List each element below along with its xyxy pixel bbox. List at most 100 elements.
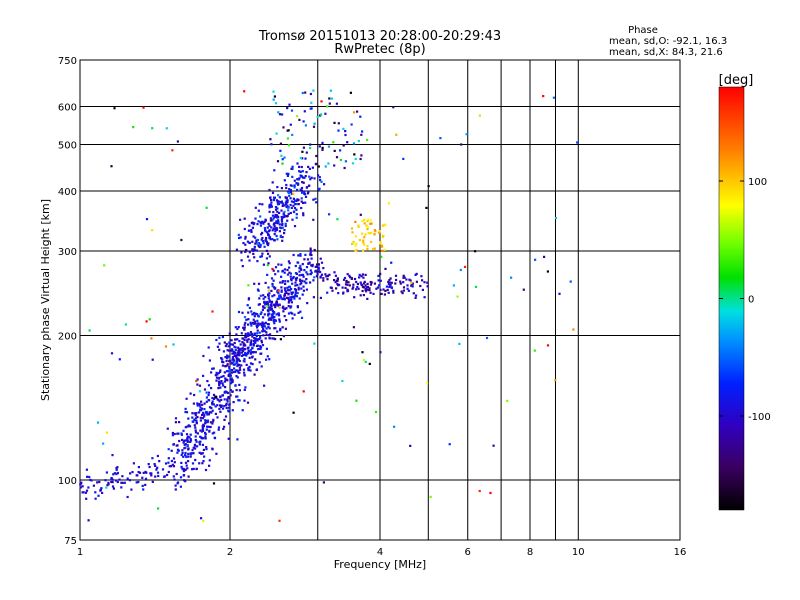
data-point <box>215 379 218 382</box>
data-point <box>214 374 217 377</box>
data-point <box>286 296 289 300</box>
data-point <box>212 418 215 421</box>
data-point <box>395 133 398 136</box>
data-point <box>261 252 264 255</box>
data-point <box>239 236 242 239</box>
data-point <box>258 202 261 206</box>
data-point <box>283 156 286 159</box>
data-point <box>319 296 322 299</box>
data-point <box>297 203 300 206</box>
data-point <box>84 491 88 494</box>
data-point <box>282 307 285 310</box>
data-point <box>255 368 258 371</box>
data-point <box>310 107 313 110</box>
data-point <box>282 213 285 216</box>
data-point <box>294 293 297 296</box>
data-point <box>296 188 299 191</box>
data-point <box>554 216 558 220</box>
data-point <box>361 351 364 354</box>
data-point <box>411 283 414 286</box>
data-point <box>270 318 273 321</box>
data-point <box>263 313 266 316</box>
data-point <box>402 157 405 160</box>
data-point <box>219 410 222 413</box>
data-point <box>281 202 285 205</box>
data-point <box>282 212 285 215</box>
data-point <box>281 222 284 226</box>
data-point <box>366 245 369 248</box>
data-point <box>232 370 236 374</box>
data-point <box>221 364 224 367</box>
data-point <box>248 251 251 254</box>
data-point <box>369 219 372 222</box>
data-point <box>129 472 132 475</box>
data-point <box>294 272 298 275</box>
data-point <box>258 347 261 350</box>
data-point <box>289 296 292 299</box>
data-point <box>198 441 201 444</box>
data-point <box>302 275 305 278</box>
data-point <box>257 220 260 223</box>
data-point <box>271 267 274 271</box>
data-point <box>313 342 316 345</box>
data-point <box>351 162 355 165</box>
data-point <box>268 317 271 320</box>
data-point <box>452 284 455 287</box>
data-point <box>275 199 278 202</box>
data-point <box>243 357 246 361</box>
data-point <box>274 226 277 229</box>
data-point <box>203 415 206 418</box>
data-point <box>362 249 365 252</box>
data-point <box>206 380 209 383</box>
data-point <box>254 312 257 315</box>
data-point <box>478 489 481 493</box>
data-point <box>288 299 291 302</box>
data-point <box>142 106 145 109</box>
data-point <box>275 234 278 238</box>
data-point <box>272 198 275 202</box>
data-point <box>234 326 237 329</box>
data-point <box>302 390 305 393</box>
data-point <box>250 322 253 325</box>
data-point <box>256 332 259 335</box>
data-point <box>378 284 381 287</box>
data-point <box>246 255 250 258</box>
data-point <box>260 311 263 314</box>
data-point <box>283 179 286 182</box>
data-point <box>301 170 304 173</box>
data-point <box>240 351 243 354</box>
grid-lines <box>80 60 680 540</box>
data-point <box>199 409 202 412</box>
data-point <box>224 390 227 393</box>
data-point <box>354 249 357 252</box>
data-point <box>174 484 177 487</box>
data-point <box>219 386 222 389</box>
data-point <box>286 137 289 140</box>
data-point <box>224 378 227 381</box>
data-point <box>218 342 221 345</box>
data-point <box>361 289 364 293</box>
data-point <box>364 284 367 287</box>
data-point <box>308 261 311 264</box>
data-point <box>185 455 188 459</box>
data-point <box>332 141 335 144</box>
data-point <box>303 110 306 113</box>
data-point <box>207 394 210 397</box>
data-point <box>305 151 308 154</box>
data-point <box>300 200 303 203</box>
data-point <box>246 401 250 404</box>
data-point <box>292 192 295 196</box>
data-point <box>243 316 247 319</box>
data-point <box>246 339 249 342</box>
data-point <box>402 286 406 289</box>
data-point <box>202 460 205 463</box>
data-point <box>147 463 150 466</box>
data-point <box>353 296 356 299</box>
data-point <box>289 123 292 126</box>
data-point <box>182 455 185 458</box>
data-point <box>225 404 228 407</box>
data-point <box>342 127 345 130</box>
data-point <box>309 143 312 146</box>
data-point <box>298 118 301 121</box>
data-point <box>369 222 372 225</box>
